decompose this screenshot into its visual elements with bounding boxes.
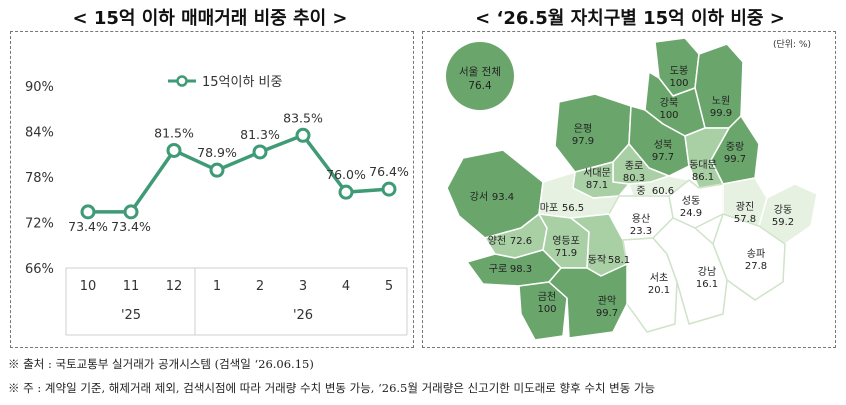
seoul-total-value: 76.4 xyxy=(468,80,492,92)
data-label-3: 83.5% xyxy=(283,110,323,125)
seoul-total-circle xyxy=(446,42,514,110)
district-name-jung: 중 xyxy=(636,185,645,197)
district-value-seongdong: 24.9 xyxy=(680,208,702,219)
legend-label: 15억이하 비중 xyxy=(202,75,283,90)
x-tick-label: 4 xyxy=(342,279,350,294)
district-value-dobong: 100 xyxy=(669,78,688,89)
district-value-jungnang: 99.7 xyxy=(724,154,746,165)
district-value-gangbuk: 100 xyxy=(659,110,678,121)
district-value-seodaemun: 87.1 xyxy=(586,180,608,191)
district-name-gangnam: 강남 xyxy=(698,266,716,278)
line-chart-title: < 15억 이하 매매거래 비중 추이 > xyxy=(72,8,348,29)
district-value-seocho: 20.1 xyxy=(648,285,670,296)
x-tick-label: 10 xyxy=(80,279,97,294)
district-name-mapo: 마포 xyxy=(540,202,558,214)
data-point-3 xyxy=(295,127,311,143)
district-value-dongdaemun: 86.1 xyxy=(692,172,714,183)
data-point-4 xyxy=(338,184,354,200)
district-name-nowon: 노원 xyxy=(712,95,730,107)
data-point-10 xyxy=(80,204,96,220)
district-name-dongjak: 동작 xyxy=(588,254,606,266)
district-value-seongbuk: 97.7 xyxy=(652,152,674,163)
district-name-yangcheon: 양천 xyxy=(488,235,506,247)
district-dongdaemun xyxy=(684,127,730,189)
district-value-nowon: 99.9 xyxy=(710,108,732,119)
district-value-gangnam: 16.1 xyxy=(696,279,718,290)
data-point-11 xyxy=(123,204,139,220)
district-name-yeongdeungpo: 영등포 xyxy=(552,235,580,247)
y-tick-label: 72% xyxy=(25,217,54,232)
data-point-5 xyxy=(381,181,397,197)
data-label-4: 76.0% xyxy=(326,167,366,182)
district-name-songpa: 송파 xyxy=(747,248,765,260)
district-name-dongdaemun: 동대문 xyxy=(689,159,717,171)
x-tick-label: 1 xyxy=(213,279,221,294)
district-value-eunpyeong: 97.9 xyxy=(572,136,594,147)
district-name-seocho: 서초 xyxy=(650,272,668,284)
district-name-guro: 구로 xyxy=(489,264,507,275)
district-value-yangcheon: 72.6 xyxy=(510,236,532,247)
legend-swatch-marker xyxy=(176,75,188,87)
district-value-yeongdeungpo: 71.9 xyxy=(555,248,577,259)
district-name-gangdong: 강동 xyxy=(774,204,792,216)
district-gangnam xyxy=(652,217,728,325)
district-name-geumcheon: 금천 xyxy=(538,291,556,303)
data-point-1 xyxy=(209,162,225,178)
map-title: < ‘26.5월 자치구별 15억 이하 비중 > xyxy=(475,8,785,29)
data-label-10: 73.4% xyxy=(68,219,108,234)
district-name-gangbuk: 강북 xyxy=(660,97,678,109)
seoul-district-map: (단위: %) 서울 전체 76.4 xyxy=(446,37,818,341)
district-name-dobong: 도봉 xyxy=(670,65,688,77)
x-year-label: '26 xyxy=(293,308,313,323)
district-value-gangseo: 93.4 xyxy=(492,192,514,203)
district-value-jongno: 80.3 xyxy=(623,173,645,184)
map-frame: (단위: %) 서울 전체 76.4 xyxy=(422,31,836,348)
district-value-mapo: 56.5 xyxy=(562,203,584,214)
line-chart: 90%84%78%72%66% 10 11 12 1 2 3 4 5 '25'26 15억이하… xyxy=(25,75,409,336)
data-label-11: 73.4% xyxy=(111,219,151,234)
district-value-guro: 98.3 xyxy=(510,264,532,275)
line-chart-frame: 90% 84% 78% 72% 66% 10 11 12 1 2 3 4 5 '25'26 15억이하… xyxy=(10,31,414,348)
x-tick-label: 2 xyxy=(256,279,264,294)
unit-label: (단위: %) xyxy=(773,39,811,50)
district-name-gwanak: 관악 xyxy=(598,295,616,307)
district-value-gwangjin: 57.8 xyxy=(734,214,756,225)
district-name-yongsan: 용산 xyxy=(632,213,650,225)
district-name-jongno: 종로 xyxy=(625,160,643,172)
series-line-15억이하-비중 xyxy=(88,133,390,214)
data-point-2 xyxy=(252,144,268,160)
y-tick-label: 84% xyxy=(25,126,54,141)
data-label-2: 81.3% xyxy=(240,127,280,142)
data-label-1: 78.9% xyxy=(197,145,237,160)
district-value-dongjak: 58.1 xyxy=(608,255,630,266)
district-gwanak xyxy=(548,263,628,339)
district-name-jungnang: 중랑 xyxy=(726,141,744,153)
seoul-total-name: 서울 전체 xyxy=(459,66,501,78)
district-value-yongsan: 23.3 xyxy=(630,226,652,237)
district-value-geumcheon: 100 xyxy=(537,304,556,315)
district-value-jung: 60.6 xyxy=(652,186,674,197)
data-point-12 xyxy=(166,142,182,158)
footnote: ※ 주 : 계약일 기준, 해제거래 제외, 검색시점에 따라 거래량 수치 변… xyxy=(8,381,656,395)
source-note: ※ 출처 : 국토교통부 실거래가 공개시스템 (검색일 ‘26.06.15) xyxy=(8,357,314,371)
x-tick-label: 12 xyxy=(166,279,183,294)
y-tick-label: 66% xyxy=(25,262,54,277)
x-tick-label: 5 xyxy=(385,279,393,294)
district-name-seongbuk: 성북 xyxy=(654,139,672,151)
data-label-5: 76.4% xyxy=(369,164,409,179)
x-tick-label: 11 xyxy=(123,279,140,294)
district-name-seodaemun: 서대문 xyxy=(583,167,611,179)
district-name-gwangjin: 광진 xyxy=(736,201,754,213)
district-value-songpa: 27.8 xyxy=(745,261,767,272)
district-name-gangseo: 강서 xyxy=(470,191,488,203)
district-value-gwanak: 99.7 xyxy=(596,308,618,319)
district-value-gangdong: 59.2 xyxy=(772,217,794,228)
district-name-eunpyeong: 은평 xyxy=(574,123,592,135)
y-tick-label: 90% xyxy=(25,80,54,95)
data-label-12: 81.5% xyxy=(154,125,194,140)
district-name-seongdong: 성동 xyxy=(682,195,700,207)
x-tick-label: 3 xyxy=(299,279,307,294)
y-tick-label: 78% xyxy=(25,171,54,186)
x-year-label: '25 xyxy=(121,308,141,323)
